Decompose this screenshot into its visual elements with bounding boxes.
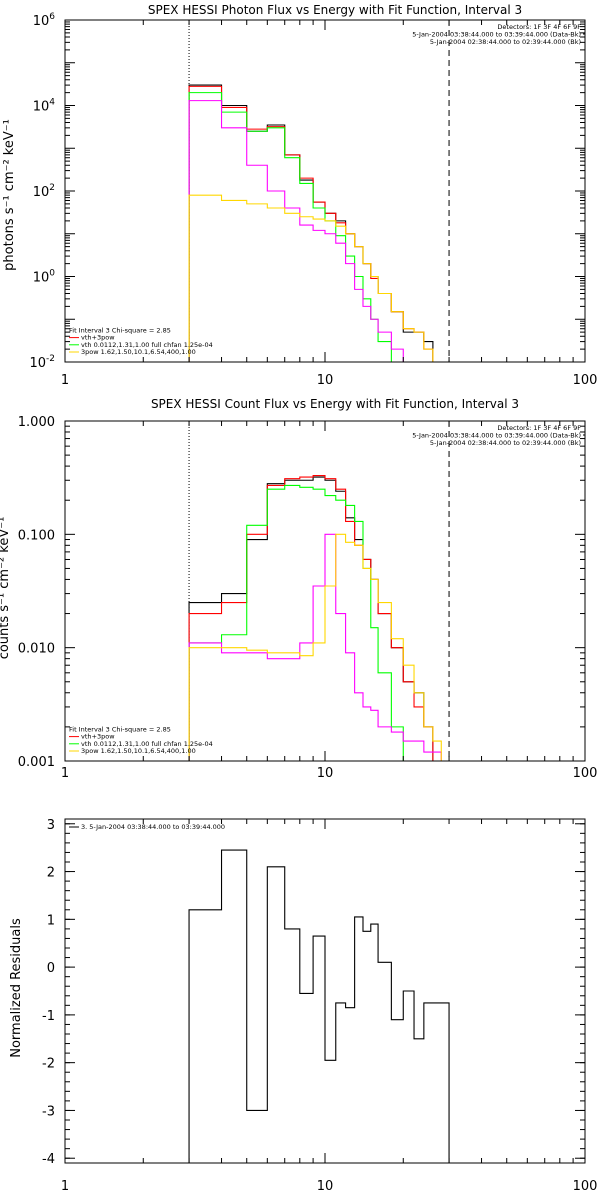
count-flux-x-tick-label: 1: [61, 766, 69, 781]
photon-flux-info-line-2: 5-Jan-2004 02:38:44.000 to 02:39:44.000 …: [430, 38, 581, 46]
photon-flux-ylabel: photons s⁻¹ cm⁻² keV⁻¹: [2, 119, 17, 271]
photon-flux-series-2: [188, 92, 404, 362]
photon-flux-info-line-1: 5-Jan-2004 03:38:44.000 to 03:39:44.000 …: [412, 31, 581, 39]
count-flux-x-tick-label: 100: [573, 766, 598, 781]
count-flux-chart: SPEX HESSI Count Flux vs Energy with Fit…: [0, 397, 598, 781]
count-flux-legend-label: vth+3pow: [81, 733, 115, 741]
residuals-ylabel: Normalized Residuals: [9, 918, 24, 1058]
count-flux-info-line-1: 5-Jan-2004 03:38:44.000 to 03:39:44.000 …: [412, 432, 581, 440]
photon-flux-y-tick-label: 10-2: [29, 354, 55, 371]
residuals-y-tick-label: 1: [47, 913, 55, 928]
photon-flux-panel: SPEX HESSI Photon Flux vs Energy with Fi…: [0, 0, 600, 390]
residuals-x-tick-label: 1: [61, 1179, 69, 1194]
count-flux-series-3: [188, 533, 457, 761]
photon-flux-series-4: [188, 194, 450, 362]
residuals-x-tick-label: 10: [317, 1179, 334, 1194]
photon-flux-y-tick-label: 106: [33, 12, 56, 29]
count-flux-series-2: [188, 484, 415, 761]
photon-flux-x-tick-label: 1: [61, 373, 69, 388]
count-flux-x-tick-label: 10: [317, 766, 334, 781]
residuals-x-tick-label: 100: [573, 1179, 598, 1194]
count-flux-series-4: [188, 533, 457, 761]
photon-flux-series-3: [188, 100, 415, 362]
residuals-series-0: [188, 849, 450, 1163]
count-flux-y-tick-label: 0.100: [18, 528, 55, 543]
photon-flux-ylabel-group: photons s⁻¹ cm⁻² keV⁻¹: [2, 119, 17, 271]
count-flux-panel: SPEX HESSI Count Flux vs Energy with Fit…: [0, 393, 600, 783]
photon-flux-x-tick-label: 100: [573, 373, 598, 388]
photon-flux-legend-label: vth+3pow: [81, 334, 115, 342]
residuals-legend-label: 3. 5-Jan-2004 03:38:44.000 to 03:39:44.0…: [81, 823, 225, 831]
photon-flux-plot-frame: [64, 19, 586, 363]
photon-flux-series-0: [188, 84, 450, 362]
residuals-y-tick-label: 2: [47, 866, 55, 881]
photon-flux-legend-label: 3pow 1.62,1.50,10.1,6.54,400,1.00: [81, 348, 196, 356]
residuals-y-tick-label: 3: [47, 818, 55, 833]
count-flux-info-line-2: 5-Jan-2004 02:38:44.000 to 02:39:44.000 …: [430, 439, 581, 447]
count-flux-series-1: [188, 475, 450, 761]
photon-flux-y-tick-label: 102: [33, 183, 55, 200]
count-flux-y-tick-label: 0.001: [18, 755, 55, 770]
photon-flux-title: SPEX HESSI Photon Flux vs Energy with Fi…: [148, 3, 522, 17]
photon-flux-x-tick-label: 10: [317, 373, 334, 388]
count-flux-ylabel-group: counts s⁻¹ cm⁻² keV⁻¹: [0, 517, 12, 660]
residuals-y-tick-label: -4: [42, 1152, 55, 1167]
count-flux-ylabel: counts s⁻¹ cm⁻² keV⁻¹: [0, 517, 12, 660]
residuals-panel: Normalized Residuals 1 10 100 3 2 1 0 -1 -2 -3 -4 3…: [0, 783, 600, 1200]
photon-flux-y-tick-label: 104: [33, 98, 56, 115]
count-flux-title: SPEX HESSI Count Flux vs Energy with Fit…: [151, 397, 519, 411]
count-flux-info-line-0: Detectors: 1F 3F 4F 6F 9F: [497, 424, 581, 432]
residuals-y-tick-label: -3: [42, 1104, 55, 1119]
photon-flux-chart: SPEX HESSI Photon Flux vs Energy with Fi…: [2, 3, 598, 388]
residuals-ylabel-group: Normalized Residuals: [9, 918, 24, 1058]
count-flux-series-0: [188, 476, 450, 761]
photon-flux-y-tick-label: 100: [33, 269, 56, 286]
count-flux-legend-label: 3pow 1.62,1.50,10.1,6.54,400,1.00: [81, 747, 196, 755]
photon-flux-info-line-0: Detectors: 1F 3F 4F 6F 9F: [497, 23, 581, 31]
photon-flux-legend-header: Fit Interval 3 Chi-square = 2.85: [69, 326, 171, 334]
count-flux-y-tick-label: 0.010: [18, 642, 55, 657]
count-flux-legend-header: Fit Interval 3 Chi-square = 2.85: [69, 725, 171, 733]
count-flux-legend-label: vth 0.0112,1.31,1.00 full chfan 1.25e-04: [81, 740, 213, 748]
residuals-y-tick-label: -1: [42, 1009, 55, 1024]
photon-flux-legend-label: vth 0.0112,1.31,1.00 full chfan 1.25e-04: [81, 341, 213, 349]
residuals-y-tick-label: -2: [42, 1057, 55, 1072]
count-flux-y-tick-label: 1.000: [18, 415, 55, 430]
residuals-y-tick-label: 0: [47, 961, 55, 976]
residuals-chart: Normalized Residuals 1 10 1003210-1-2-3-43…: [9, 818, 598, 1194]
photon-flux-series-1: [188, 85, 457, 362]
